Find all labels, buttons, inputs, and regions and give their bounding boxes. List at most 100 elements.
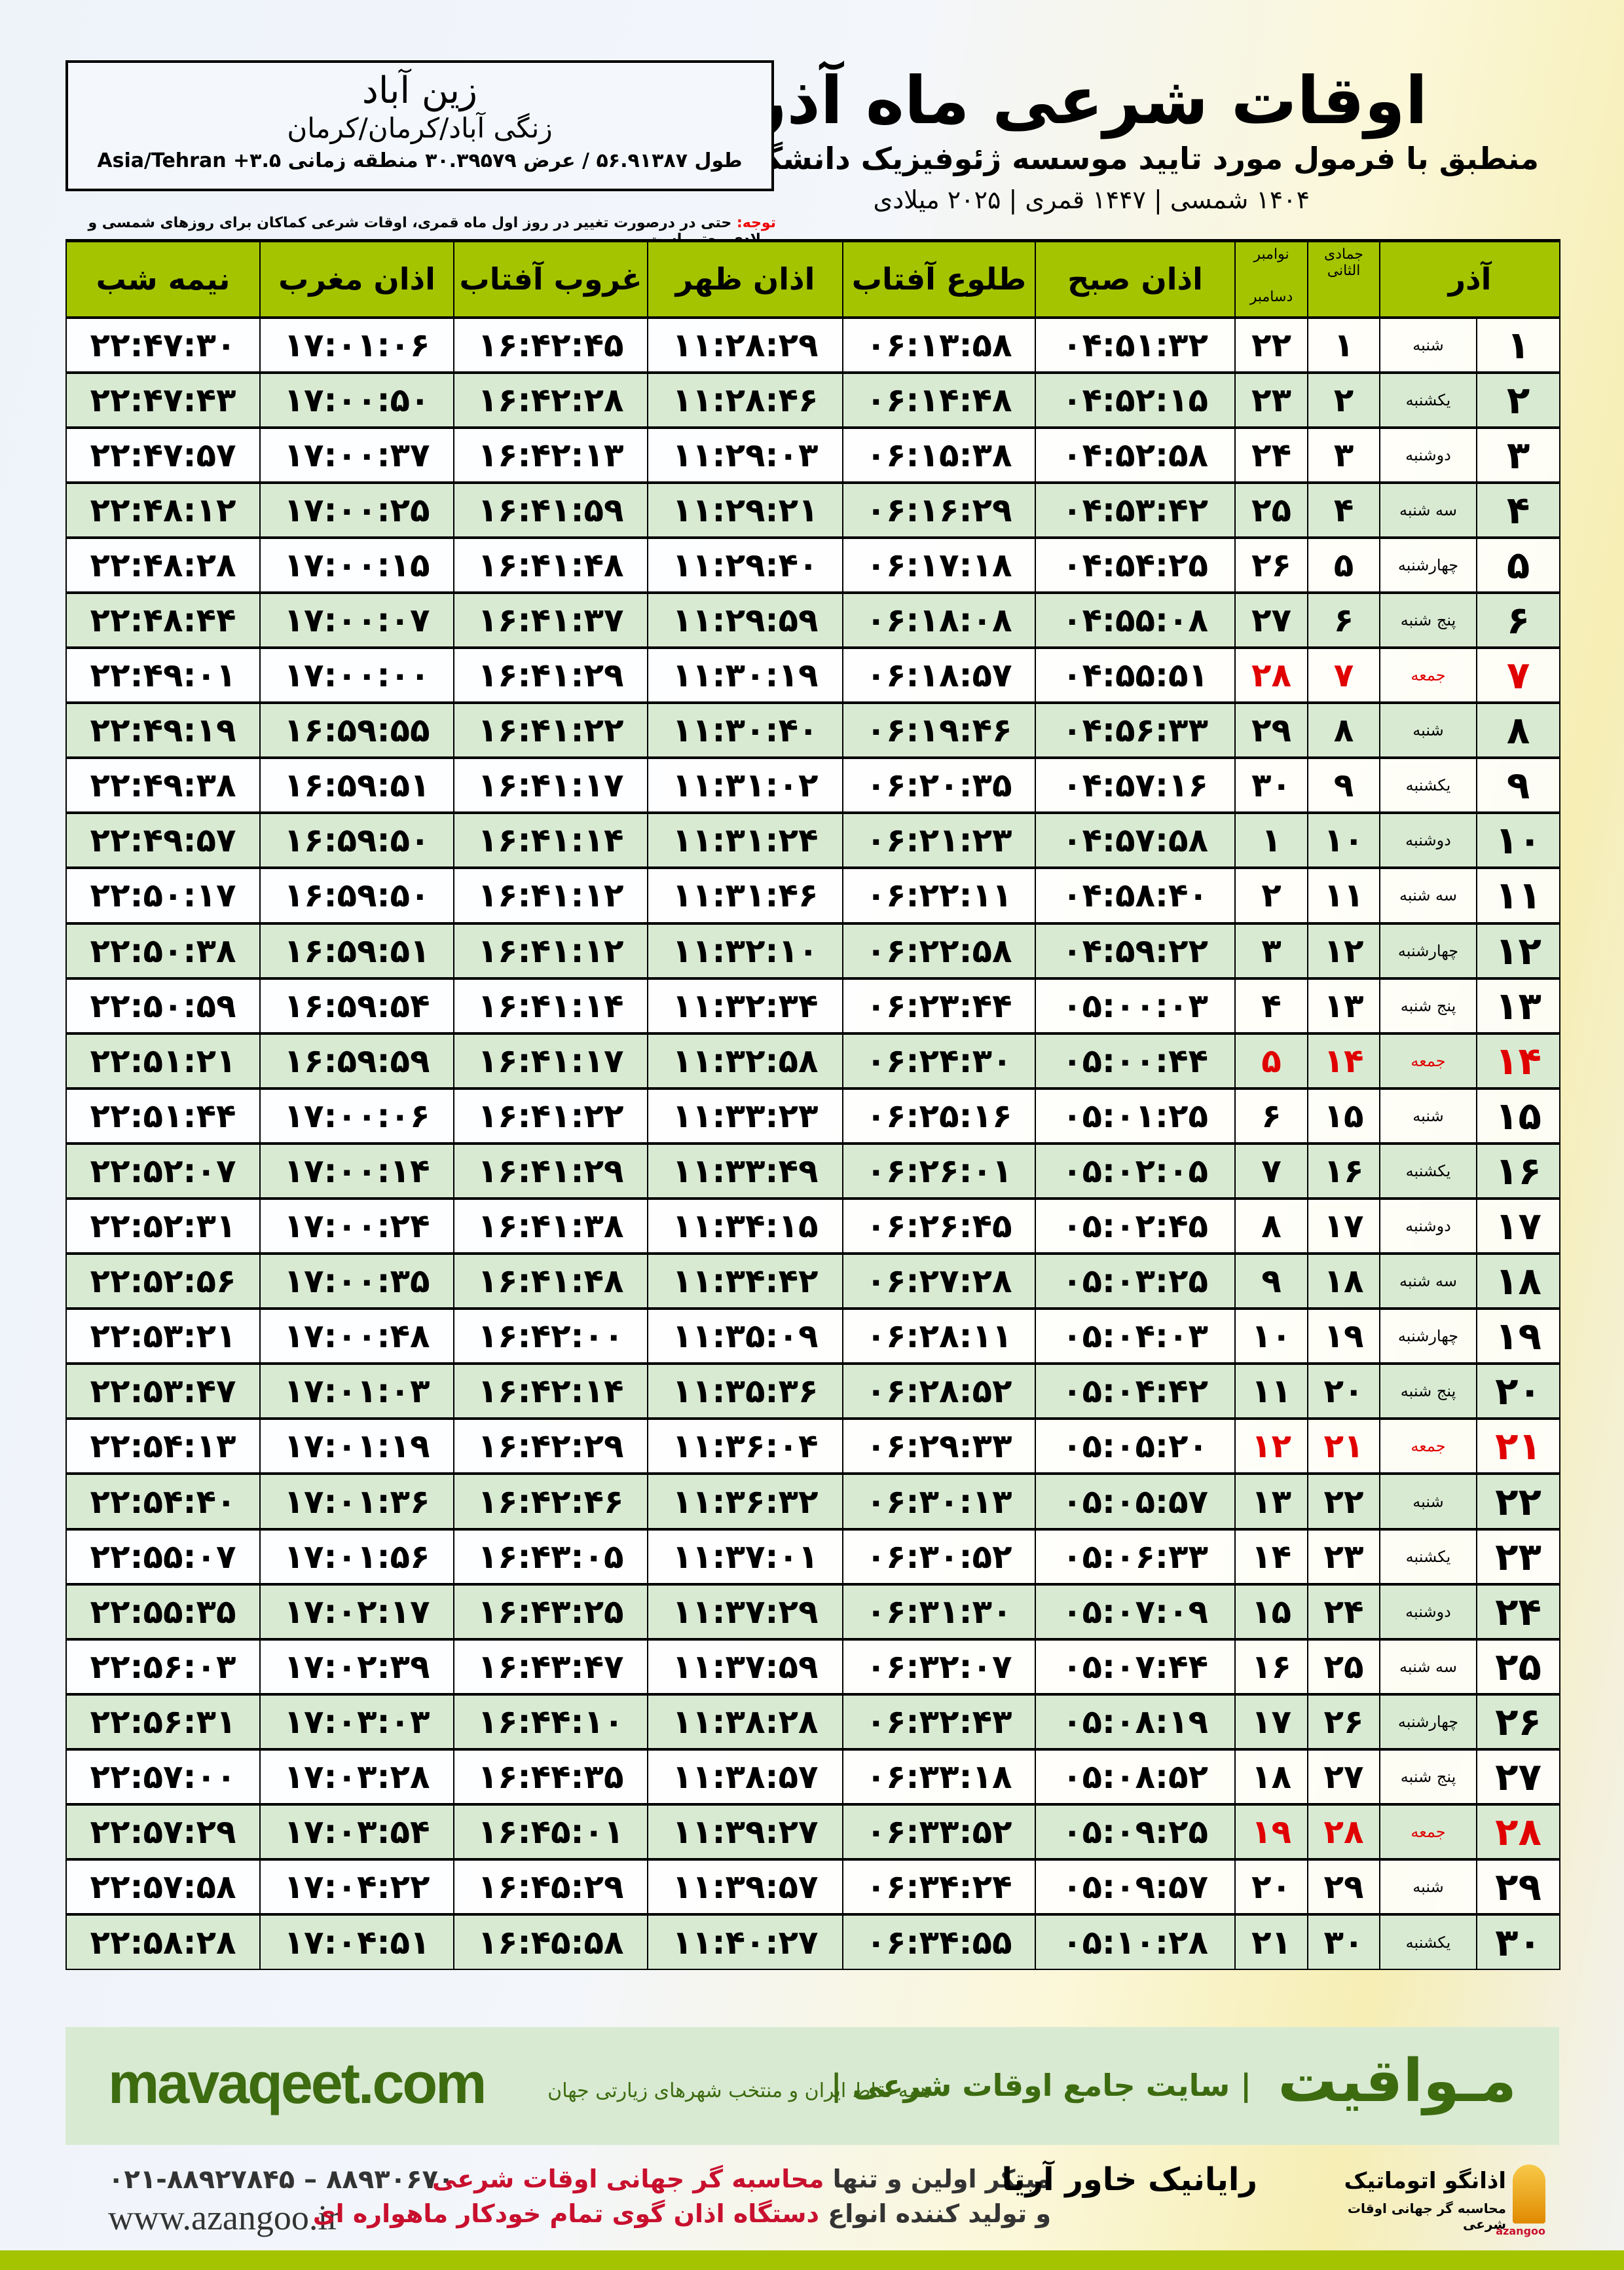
greg-day: ۱۹ (1234, 1803, 1308, 1861)
sunrise-time: ۰۶:۳۳:۱۸ (842, 1747, 1036, 1806)
table-row: ۱۲ چهارشنبه ۱۲ ۳ ۰۴:۵۹:۲۲ ۰۶:۲۲:۵۸ ۱۱:۳۲:۱۰ ۱۶:… (65, 921, 1561, 979)
maghrib-time: ۱۶:۵۹:۵۵ (259, 701, 454, 759)
dhuhr-time: ۱۱:۳۸:۲۸ (647, 1692, 843, 1750)
mosque-dome-icon (1513, 2165, 1545, 2223)
weekday: شنبه (1378, 1087, 1478, 1144)
fajr-time: ۰۵:۰۴:۰۳ (1035, 1307, 1236, 1365)
sunrise-time: ۰۶:۳۴:۵۵ (842, 1913, 1036, 1971)
greg-day: ۲۳ (1234, 371, 1308, 428)
midnight-time: ۲۲:۵۲:۳۱ (65, 1197, 261, 1255)
sunset-time: ۱۶:۴۱:۱۷ (453, 756, 648, 814)
weekday: پنج شنبه (1378, 591, 1478, 649)
header-greg: نوامبر دسامبر (1234, 239, 1308, 318)
header-month: آذر (1378, 239, 1561, 318)
weekday: دوشنبه (1378, 426, 1478, 483)
greg-day: ۲۰ (1234, 1858, 1308, 1916)
day-number: ۱۱ (1476, 866, 1561, 924)
maghrib-time: ۱۷:۰۰:۲۴ (259, 1197, 454, 1255)
day-number: ۴ (1476, 481, 1561, 538)
weekday: سه شنبه (1378, 1252, 1478, 1310)
weekday: پنج شنبه (1378, 977, 1478, 1034)
dhuhr-time: ۱۱:۳۶:۳۲ (647, 1472, 843, 1530)
table-row: ۲۷ پنج شنبه ۲۷ ۱۸ ۰۵:۰۸:۵۲ ۰۶:۳۳:۱۸ ۱۱:۳۸:۵۷ ۱۶… (65, 1747, 1561, 1806)
weekday: جمعه (1378, 1803, 1478, 1861)
fajr-time: ۰۵:۰۷:۴۴ (1035, 1637, 1236, 1695)
site-link[interactable]: mavaqeet.com (108, 2051, 487, 2115)
greg-day: ۴ (1234, 977, 1308, 1034)
greg-day: ۱۷ (1234, 1692, 1308, 1750)
day-number: ۱۰ (1476, 811, 1561, 869)
hijri-day: ۱۵ (1307, 1087, 1380, 1144)
logo-subtext: محاسبه گر جهانی اوقات شرعی (1347, 2201, 1506, 2232)
sunset-time: ۱۶:۴۲:۱۳ (453, 426, 648, 483)
sunrise-time: ۰۶:۲۲:۵۸ (842, 921, 1036, 979)
fajr-time: ۰۴:۵۲:۵۸ (1035, 426, 1236, 483)
fajr-time: ۰۵:۰۴:۴۲ (1035, 1362, 1236, 1420)
fajr-time: ۰۵:۰۶:۳۳ (1035, 1527, 1236, 1585)
midnight-time: ۲۲:۴۸:۲۸ (65, 536, 261, 593)
dhuhr-time: ۱۱:۳۰:۱۹ (647, 646, 843, 704)
fajr-time: ۰۵:۰۹:۵۷ (1035, 1858, 1236, 1916)
table-row: ۱۳ پنج شنبه ۱۳ ۴ ۰۵:۰۰:۰۳ ۰۶:۲۳:۴۴ ۱۱:۳۲:۳۴ ۱۶:… (65, 977, 1561, 1034)
weekday: چهارشنبه (1378, 1692, 1478, 1750)
day-number: ۳۰ (1476, 1913, 1561, 1971)
dhuhr-time: ۱۱:۲۹:۵۹ (647, 591, 843, 649)
hijri-day: ۲۹ (1307, 1858, 1380, 1916)
header-fajr: اذان صبح (1035, 239, 1236, 318)
fajr-time: ۰۵:۰۰:۰۳ (1035, 977, 1236, 1034)
table-row: ۸ شنبه ۸ ۲۹ ۰۴:۵۶:۳۳ ۰۶:۱۹:۴۶ ۱۱:۳۰:۴۰ ۱۶:۴۱:۲۲… (65, 701, 1561, 759)
location-box: زین آباد زنگی آباد/کرمان/کرمان طول ۵۶.۹۱… (65, 60, 774, 191)
midnight-time: ۲۲:۵۶:۳۱ (65, 1692, 261, 1750)
day-number: ۷ (1476, 646, 1561, 704)
table-row: ۵ چهارشنبه ۵ ۲۶ ۰۴:۵۴:۲۵ ۰۶:۱۷:۱۸ ۱۱:۲۹:۴۰ ۱۶:۴… (65, 536, 1561, 593)
greg-day: ۱۸ (1234, 1747, 1308, 1806)
website-link[interactable]: www.azangoo.ir (108, 2198, 340, 2237)
sunrise-time: ۰۶:۲۸:۵۲ (842, 1362, 1036, 1420)
hijri-day: ۳ (1307, 426, 1380, 483)
weekday: جمعه (1378, 646, 1478, 704)
sunrise-time: ۰۶:۳۲:۰۷ (842, 1637, 1036, 1695)
greg-day: ۳ (1234, 921, 1308, 979)
weekday: دوشنبه (1378, 1582, 1478, 1640)
table-row: ۱۷ دوشنبه ۱۷ ۸ ۰۵:۰۲:۴۵ ۰۶:۲۶:۴۵ ۱۱:۳۴:۱۵ ۱۶:۴۱… (65, 1197, 1561, 1255)
greg-day: ۲۷ (1234, 591, 1308, 649)
header-maghrib: اذان مغرب (259, 239, 454, 318)
page-subtitle: منطبق با فرمول مورد تایید موسسه ژئوفیزیک… (639, 141, 1539, 176)
table-row: ۲ یکشنبه ۲ ۲۳ ۰۴:۵۲:۱۵ ۰۶:۱۴:۴۸ ۱۱:۲۸:۴۶ ۱۶:۴۲:… (65, 371, 1561, 428)
day-number: ۲۵ (1476, 1637, 1561, 1695)
greg-day: ۹ (1234, 1252, 1308, 1310)
midnight-time: ۲۲:۵۶:۰۳ (65, 1637, 261, 1695)
sunset-time: ۱۶:۴۵:۰۱ (453, 1803, 648, 1861)
fajr-time: ۰۵:۰۹:۲۵ (1035, 1803, 1236, 1861)
hijri-day: ۱۱ (1307, 866, 1380, 924)
greg-day: ۱۶ (1234, 1637, 1308, 1695)
dhuhr-time: ۱۱:۳۷:۵۹ (647, 1637, 843, 1695)
brand-logo: مـواقیت (1278, 2047, 1517, 2115)
sunrise-time: ۰۶:۱۷:۱۸ (842, 536, 1036, 593)
weekday: شنبه (1378, 1858, 1478, 1916)
page-title: اوقات شرعی ماه آذر (748, 62, 1428, 139)
sunrise-time: ۰۶:۲۳:۴۴ (842, 977, 1036, 1034)
hijri-day: ۳۰ (1307, 1913, 1380, 1971)
maghrib-time: ۱۷:۰۰:۳۵ (259, 1252, 454, 1310)
table-row: ۹ یکشنبه ۹ ۳۰ ۰۴:۵۷:۱۶ ۰۶:۲۰:۳۵ ۱۱:۳۱:۰۲ ۱۶:۴۱:… (65, 756, 1561, 814)
hijri-day: ۲۵ (1307, 1637, 1380, 1695)
maghrib-time: ۱۷:۰۰:۵۰ (259, 371, 454, 428)
hijri-day: ۲۱ (1307, 1417, 1380, 1475)
greg-day: ۵ (1234, 1032, 1308, 1089)
weekday: دوشنبه (1378, 811, 1478, 869)
hijri-day: ۴ (1307, 481, 1380, 538)
sunrise-time: ۰۶:۱۶:۲۹ (842, 481, 1036, 538)
sunset-time: ۱۶:۴۱:۱۲ (453, 866, 648, 924)
table-header: آذر جمادی الثانی نوامبر دسامبر اذان صبح ط… (65, 239, 1561, 318)
dhuhr-time: ۱۱:۲۸:۲۹ (647, 316, 843, 373)
greg-day: ۱۰ (1234, 1307, 1308, 1365)
day-number: ۲۷ (1476, 1747, 1561, 1806)
maghrib-time: ۱۷:۰۰:۱۴ (259, 1142, 454, 1200)
dhuhr-time: ۱۱:۳۰:۴۰ (647, 701, 843, 759)
midnight-time: ۲۲:۵۱:۲۱ (65, 1032, 261, 1089)
midnight-time: ۲۲:۵۲:۵۶ (65, 1252, 261, 1310)
sunrise-time: ۰۶:۲۶:۰۱ (842, 1142, 1036, 1200)
weekday: شنبه (1378, 701, 1478, 759)
day-number: ۱۳ (1476, 977, 1561, 1034)
